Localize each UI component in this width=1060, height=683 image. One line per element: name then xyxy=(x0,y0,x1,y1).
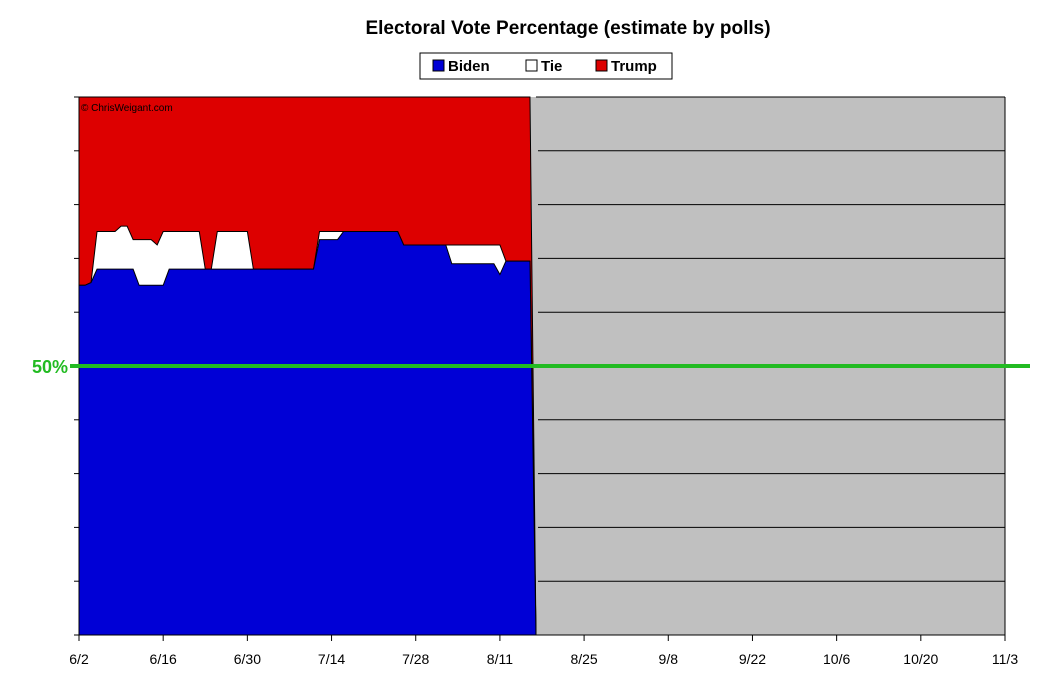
x-tick-label: 9/22 xyxy=(739,651,766,667)
fifty-percent-label: 50% xyxy=(32,357,68,377)
legend-label-tie: Tie xyxy=(541,58,562,75)
x-tick-label: 8/11 xyxy=(487,651,513,667)
legend-label-biden: Biden xyxy=(448,58,490,75)
chart-title: Electoral Vote Percentage (estimate by p… xyxy=(365,18,770,39)
credit-text: © ChrisWeigant.com xyxy=(81,103,173,114)
legend-box xyxy=(419,52,673,80)
legend-swatch-tie xyxy=(525,59,538,72)
area-biden xyxy=(78,231,1005,636)
x-tick-label: 9/8 xyxy=(659,651,679,667)
x-tick-label: 10/20 xyxy=(903,651,938,667)
x-tick-label: 6/30 xyxy=(234,651,261,667)
x-tick-label: 11/3 xyxy=(992,651,1018,667)
x-tick-label: 7/14 xyxy=(318,651,345,667)
x-tick-label: 6/2 xyxy=(69,651,89,667)
legend-swatch-biden xyxy=(432,59,445,72)
x-tick-label: 6/16 xyxy=(150,651,177,667)
x-tick-label: 8/25 xyxy=(570,651,597,667)
legend-label-trump: Trump xyxy=(611,58,657,75)
legend-swatch-trump xyxy=(595,59,608,72)
x-tick-label: 7/28 xyxy=(402,651,429,667)
x-tick-label: 10/6 xyxy=(823,651,850,667)
chart-legend: Biden Tie Trump xyxy=(419,52,673,80)
